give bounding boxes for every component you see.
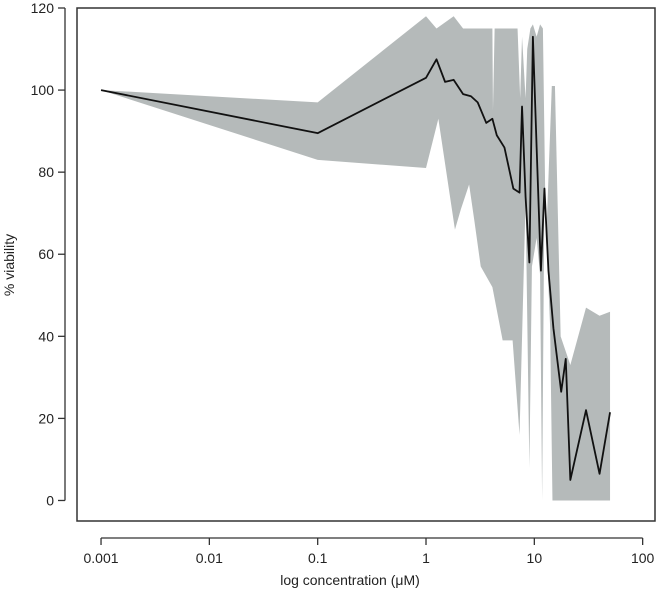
y-tick-label: 0 (46, 492, 54, 508)
confidence-band (101, 16, 611, 501)
y-tick-label: 20 (38, 410, 54, 426)
y-axis-title: % viability (1, 234, 17, 296)
x-tick-label: 0.01 (196, 550, 223, 566)
y-tick-label: 60 (38, 246, 54, 262)
mean-viability-line (100, 35, 611, 481)
x-tick-label: 100 (631, 550, 655, 566)
x-tick-label: 10 (527, 550, 543, 566)
plot-frame (76, 7, 656, 522)
y-tick-label: 120 (31, 0, 55, 16)
x-axis-title: log concentration (μM) (280, 572, 420, 588)
y-tick-label: 100 (31, 82, 55, 98)
y-tick-label: 40 (38, 328, 54, 344)
plot-area (100, 16, 611, 501)
y-axis: 0 20 40 60 80 100 120 (31, 0, 66, 508)
y-tick-label: 80 (38, 164, 54, 180)
x-axis: 0.001 0.01 0.1 1 10 100 (84, 537, 655, 566)
x-tick-label: 0.001 (84, 550, 119, 566)
x-tick-label: 1 (422, 550, 430, 566)
x-tick-label: 0.1 (308, 550, 328, 566)
